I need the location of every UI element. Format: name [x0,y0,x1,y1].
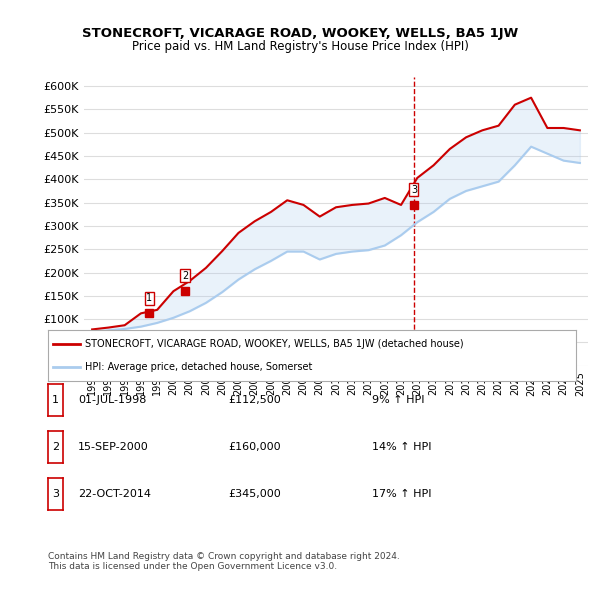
Text: Contains HM Land Registry data © Crown copyright and database right 2024.
This d: Contains HM Land Registry data © Crown c… [48,552,400,571]
Text: 3: 3 [52,489,59,499]
Text: 14% ↑ HPI: 14% ↑ HPI [372,442,431,452]
Text: 17% ↑ HPI: 17% ↑ HPI [372,490,431,499]
Text: £112,500: £112,500 [228,395,281,405]
Text: 15-SEP-2000: 15-SEP-2000 [78,442,149,452]
Text: 22-OCT-2014: 22-OCT-2014 [78,490,151,499]
Text: 3: 3 [411,185,417,195]
Text: £160,000: £160,000 [228,442,281,452]
Text: STONECROFT, VICARAGE ROAD, WOOKEY, WELLS, BA5 1JW (detached house): STONECROFT, VICARAGE ROAD, WOOKEY, WELLS… [85,339,464,349]
Text: 1: 1 [52,395,59,405]
Text: STONECROFT, VICARAGE ROAD, WOOKEY, WELLS, BA5 1JW: STONECROFT, VICARAGE ROAD, WOOKEY, WELLS… [82,27,518,40]
Text: Price paid vs. HM Land Registry's House Price Index (HPI): Price paid vs. HM Land Registry's House … [131,40,469,53]
Text: 1: 1 [146,293,152,303]
Text: 9% ↑ HPI: 9% ↑ HPI [372,395,425,405]
Text: 2: 2 [52,442,59,452]
Text: 01-JUL-1998: 01-JUL-1998 [78,395,146,405]
Text: £345,000: £345,000 [228,490,281,499]
Text: 2: 2 [182,271,188,281]
Text: HPI: Average price, detached house, Somerset: HPI: Average price, detached house, Some… [85,362,313,372]
